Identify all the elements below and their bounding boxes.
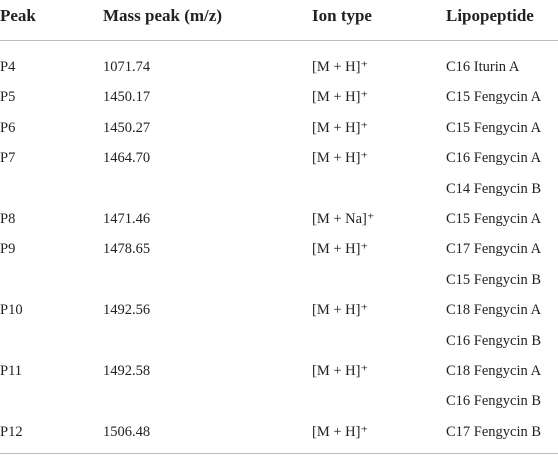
ion-type: [M + H]⁺ [312, 59, 369, 75]
peak: P12 [0, 423, 23, 440]
ion-type: [M + H]⁺ [312, 150, 369, 167]
ion-type: [M + H]⁺ [312, 423, 369, 440]
lipopeptide: C16 Fengycin B [446, 332, 542, 349]
header-rule [0, 40, 558, 41]
ion-type: [M + H]⁺ [312, 363, 369, 379]
peak: P10 [0, 302, 23, 319]
lipopeptide: C18 Fengycin A [446, 363, 542, 379]
mass: 1450.17 [103, 89, 151, 106]
ion-type: [M + H]⁺ [312, 241, 369, 258]
peak: P11 [0, 363, 23, 379]
mass: 1450.27 [103, 119, 151, 136]
peak: P4 [0, 59, 16, 75]
ion-type: [M + H]⁺ [312, 302, 369, 319]
mass: 1471.46 [103, 211, 151, 227]
lipopeptide: C14 Fengycin B [446, 180, 542, 197]
lipopeptide: C16 Fengycin A [446, 150, 542, 167]
peak: P5 [0, 89, 16, 106]
mass: 1478.65 [103, 241, 151, 258]
mass: 1464.70 [103, 150, 151, 167]
header-cell: Peak [0, 6, 36, 25]
lipopeptide: C17 Fengycin B [446, 423, 542, 440]
lipopeptide: C15 Fengycin A [446, 119, 542, 136]
header-cell: Ion type [312, 6, 372, 25]
ion-type: [M + H]⁺ [312, 89, 369, 106]
header-cell: Mass peak (m/z) [103, 6, 222, 25]
peak: P7 [0, 150, 16, 167]
lipopeptide: C18 Fengycin A [446, 302, 542, 319]
mass: 1492.56 [103, 302, 151, 319]
header-cell: Lipopeptide [446, 6, 534, 25]
peak: P6 [0, 119, 16, 136]
ion-type: [M + H]⁺ [312, 119, 369, 136]
mass: 1492.58 [103, 363, 151, 379]
lipopeptide: C16 Fengycin B [446, 393, 542, 410]
bottom-rule [0, 453, 558, 454]
peak: P8 [0, 211, 16, 227]
lipopeptide: C16 Iturin A [446, 59, 520, 75]
lipopeptide: C15 Fengycin A [446, 211, 542, 227]
peak: P9 [0, 241, 16, 258]
mass: 1071.74 [103, 59, 151, 75]
lipopeptide: C15 Fengycin B [446, 271, 542, 288]
ion-type: [M + Na]⁺ [312, 211, 375, 227]
mass: 1506.48 [103, 423, 151, 440]
lipopeptide: C15 Fengycin A [446, 89, 542, 106]
lipopeptide: C17 Fengycin A [446, 241, 542, 258]
